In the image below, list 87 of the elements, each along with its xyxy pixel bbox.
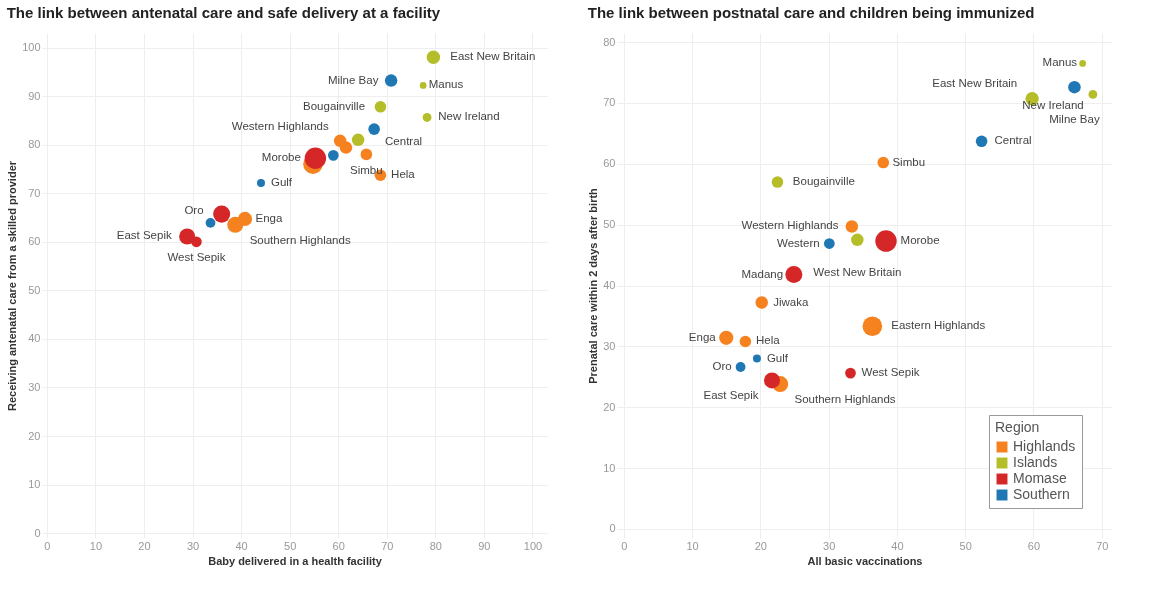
annotation: Simbu <box>892 155 926 168</box>
y-tick-label: 0 <box>34 526 41 539</box>
annotation: East Sepik <box>703 389 759 402</box>
y-tick-label: 80 <box>603 35 616 48</box>
y-tick-label: 80 <box>28 138 41 151</box>
annotation: Western Highlands <box>741 219 839 232</box>
annotation: Gulf <box>766 351 789 364</box>
annotation: West Sepik <box>167 250 226 263</box>
annotation: Southern Highlands <box>794 392 896 405</box>
annotation: East New Britain <box>450 50 536 63</box>
x-tick-label: 10 <box>686 539 699 552</box>
x-tick-label: 50 <box>284 539 297 552</box>
x-tick-label: 30 <box>823 539 836 552</box>
x-tick-label: 70 <box>381 539 394 552</box>
annotation: East Sepik <box>116 229 172 242</box>
annotation: Madang <box>741 267 784 280</box>
x-tick-label: 20 <box>138 539 151 552</box>
chart-title: The link between postnatal care and children being immunized <box>587 4 1035 21</box>
y-tick-label: 40 <box>603 279 616 291</box>
legend-label: Islands <box>1013 454 1058 470</box>
y-tick-label: 20 <box>28 429 41 442</box>
annotation: West Sepik <box>861 366 920 379</box>
annotation: Milne Bay <box>1049 113 1100 126</box>
annotation: East New Britain <box>932 77 1018 90</box>
annotation: Morobe <box>900 234 940 247</box>
annotation: Jiwaka <box>773 295 809 308</box>
x-tick-label: 90 <box>478 539 491 552</box>
annotation: Eastern Highlands <box>891 319 986 332</box>
annotation: New Ireland <box>1022 99 1084 112</box>
y-tick-label: 0 <box>609 522 616 535</box>
annotation: Milne Bay <box>327 73 379 86</box>
legend-label: Highlands <box>1013 438 1076 454</box>
annotation: Manus <box>1042 56 1078 69</box>
x-tick-label: 60 <box>332 539 345 552</box>
y-tick-label: 10 <box>28 478 41 491</box>
y-tick-label: 40 <box>28 332 41 345</box>
y-tick-label: 30 <box>28 380 41 393</box>
x-axis-title: All basic vaccinations <box>807 554 923 567</box>
x-tick-label: 50 <box>959 539 972 552</box>
annotation: Oro <box>184 203 204 216</box>
annotation: Southern Highlands <box>249 233 351 246</box>
annotation: Simbu <box>350 163 383 176</box>
legend-label: Momase <box>1013 470 1067 486</box>
annotation: Central <box>994 134 1032 147</box>
x-tick-label: 60 <box>1027 539 1041 552</box>
x-tick-label: 10 <box>89 539 103 552</box>
y-tick-label: 10 <box>603 461 616 474</box>
y-tick-label: 30 <box>603 339 616 352</box>
annotation: Hela <box>391 168 416 181</box>
x-tick-label: 0 <box>44 539 51 552</box>
legend-label: Southern <box>1013 486 1070 502</box>
annotation: Bougainville <box>303 99 366 112</box>
x-axis-title: Baby delivered in a health facility <box>208 554 383 567</box>
y-tick-label: 50 <box>603 218 616 231</box>
x-tick-label: 0 <box>621 539 628 552</box>
annotation: Central <box>385 135 423 148</box>
y-axis-title: Prenatal care within 2 days after birth <box>587 187 600 384</box>
x-tick-label: 70 <box>1096 539 1109 552</box>
x-tick-label: 30 <box>186 539 200 552</box>
y-tick-label: 50 <box>28 283 41 296</box>
annotation: Gulf <box>270 176 293 189</box>
x-tick-label: 80 <box>429 539 442 552</box>
x-tick-label: 100 <box>523 539 543 552</box>
annotation: Western Highlands <box>231 119 329 132</box>
annotation: Bougainville <box>792 175 855 188</box>
y-tick-label: 100 <box>22 41 41 54</box>
y-tick-label: 60 <box>28 235 41 248</box>
x-tick-label: 40 <box>235 539 248 552</box>
x-tick-label: 20 <box>754 539 767 552</box>
annotation: Oro <box>712 360 732 373</box>
annotation: New Ireland <box>438 110 500 123</box>
y-tick-label: 70 <box>603 96 616 109</box>
annotation: Enga <box>688 330 717 343</box>
annotation: West New Britain <box>813 266 902 279</box>
annotation: Manus <box>428 78 464 91</box>
x-tick-label: 40 <box>891 539 904 552</box>
annotation: Hela <box>756 334 781 347</box>
annotation: Enga <box>255 211 283 224</box>
legend-title: Region <box>995 419 1040 435</box>
annotation: Western <box>777 236 820 249</box>
y-tick-label: 90 <box>28 89 41 102</box>
y-tick-label: 60 <box>603 157 616 170</box>
y-axis-title: Receiving antenatal care from a skilled provider <box>6 160 19 412</box>
y-tick-label: 70 <box>28 186 41 199</box>
y-tick-label: 20 <box>603 400 616 413</box>
chart-title: The link between antenatal care and safe delivery at a facility <box>6 4 441 21</box>
annotation: Morobe <box>261 151 301 164</box>
